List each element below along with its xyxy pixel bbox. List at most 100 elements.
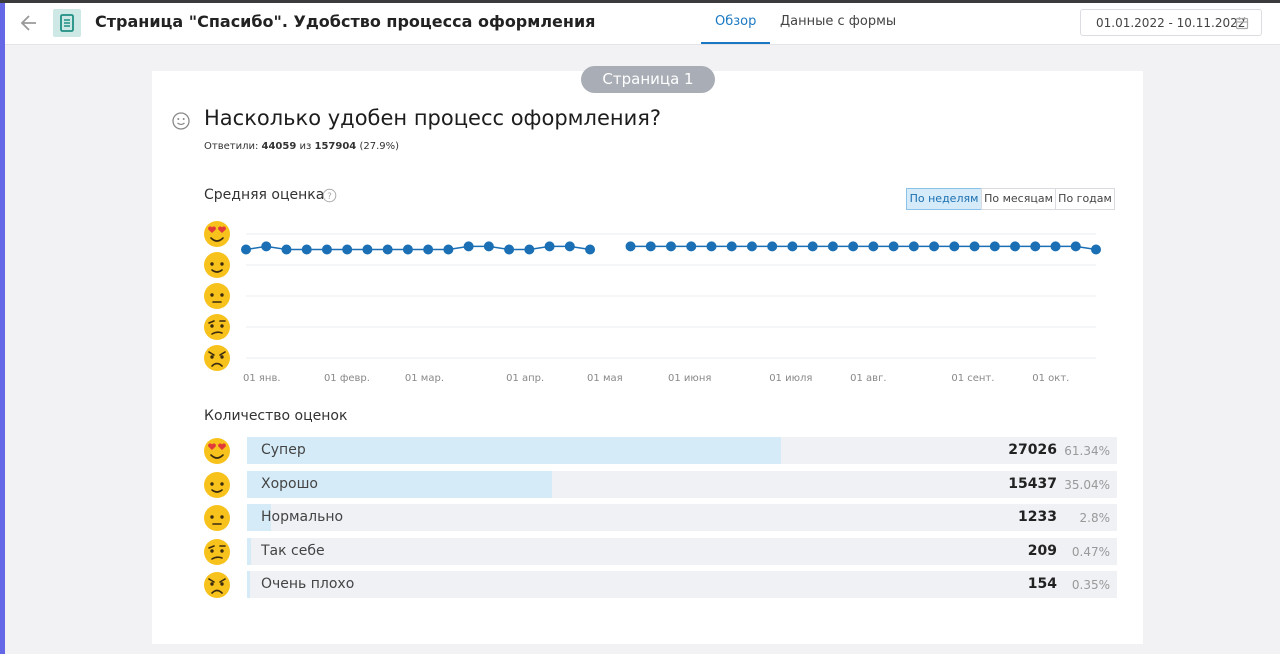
page-badge: Страница 1: [581, 66, 715, 93]
emoji-eye: [218, 226, 226, 233]
rating-label: Нормально: [261, 509, 344, 525]
period-button[interactable]: По месяцам: [981, 188, 1056, 210]
point: [908, 241, 919, 252]
rating-share: 61.34%: [1064, 444, 1110, 458]
x-tick-label: 01 апр.: [506, 373, 544, 384]
point: [706, 241, 717, 252]
bar: [247, 437, 781, 464]
period-button[interactable]: По годам: [1055, 188, 1115, 210]
emoji: [204, 314, 230, 340]
rating-label: Хорошо: [261, 475, 318, 492]
point: [989, 241, 1000, 252]
x-tick-label: 01 июля: [769, 373, 812, 384]
emoji-icon: [204, 438, 230, 464]
x-tick-label: 01 янв.: [243, 373, 281, 384]
period-button[interactable]: По неделям: [906, 188, 982, 210]
x-tick-label: 01 мая: [587, 373, 623, 384]
emoji-mouth: [211, 555, 223, 560]
back-button[interactable]: [18, 12, 40, 34]
point: [1030, 241, 1041, 252]
point: [746, 241, 757, 252]
emoji-eye: [210, 293, 214, 297]
rating-share: 0.47%: [1071, 544, 1110, 559]
point: [585, 244, 596, 255]
emoji-mouth: [211, 331, 223, 335]
point: [241, 244, 251, 255]
point: [827, 241, 838, 252]
emoji-face: [204, 538, 230, 565]
help-icon[interactable]: ?: [322, 188, 337, 203]
point: [524, 244, 535, 255]
point: [1070, 241, 1081, 252]
emoji-face: [204, 471, 230, 498]
emoji-mouth: [211, 269, 223, 273]
emoji-eye: [220, 582, 224, 586]
of-label: из: [299, 141, 312, 152]
emoji-face: [204, 345, 230, 371]
emoji-eye: [220, 293, 224, 297]
emoji-eye: [220, 324, 224, 328]
point: [261, 241, 272, 252]
emoji-icon: [204, 505, 230, 531]
section-title: Средняя оценка: [204, 187, 325, 203]
rating-label: Так себе: [261, 542, 325, 559]
point: [281, 244, 292, 255]
bar: [247, 504, 272, 531]
date-picker[interactable]: 01.01.2022 - 10.11.2022: [1080, 9, 1262, 36]
x-tick-label: 01 февр.: [324, 373, 370, 384]
point: [949, 241, 960, 252]
emoji-face: [204, 252, 230, 278]
rating-count: 15437: [1008, 475, 1057, 492]
point: [342, 244, 353, 255]
point: [686, 241, 697, 252]
answered-label: Ответили:: [204, 141, 259, 152]
emoji-eye: [220, 262, 224, 266]
emoji: [204, 505, 230, 531]
emoji: [204, 538, 230, 565]
bar-track: [247, 504, 1117, 531]
rating-share: 0.35%: [1071, 578, 1110, 592]
tab[interactable]: Данные с формы: [780, 14, 897, 29]
emoji-eye: [218, 443, 226, 450]
point: [564, 241, 575, 252]
answered-line: Ответили: 44059 из 157904 (27.9%): [204, 141, 399, 152]
question-icon: [172, 112, 190, 130]
emoji-eye: [210, 582, 214, 586]
point: [321, 244, 332, 255]
emoji-eye: [210, 515, 214, 519]
point: [848, 241, 859, 252]
rating-share: 35.04%: [1064, 477, 1110, 492]
bar: [247, 537, 252, 565]
calendar-icon: [1235, 17, 1249, 30]
header: [5, 3, 1280, 45]
emoji-eye: [210, 481, 214, 486]
rating-count: 209: [1027, 542, 1057, 559]
point: [423, 244, 434, 255]
point: [929, 241, 940, 252]
point: [301, 244, 312, 255]
emoji-face: [204, 283, 230, 309]
point: [969, 241, 980, 252]
emoji: [204, 252, 230, 278]
emoji-brow: [208, 544, 215, 549]
emoji-icon: [204, 471, 230, 498]
point: [1010, 241, 1021, 252]
point: [888, 241, 899, 252]
form-icon: [53, 9, 81, 37]
point: [1050, 241, 1061, 252]
total-count: 157904: [314, 141, 357, 152]
question-title: Насколько удобен процесс оформления?: [204, 106, 662, 130]
emoji-eye: [220, 481, 224, 486]
emoji: [204, 283, 230, 309]
tab[interactable]: Обзор: [715, 14, 757, 29]
point: [544, 241, 555, 252]
bar: [247, 571, 251, 598]
page-title: Страница "Спасибо". Удобство процесса оф…: [95, 12, 596, 31]
point: [382, 244, 393, 255]
emoji-eye: [220, 355, 224, 359]
point: [726, 241, 737, 252]
point: [402, 244, 413, 255]
emoji: [204, 221, 230, 247]
emoji-brow: [219, 351, 226, 356]
